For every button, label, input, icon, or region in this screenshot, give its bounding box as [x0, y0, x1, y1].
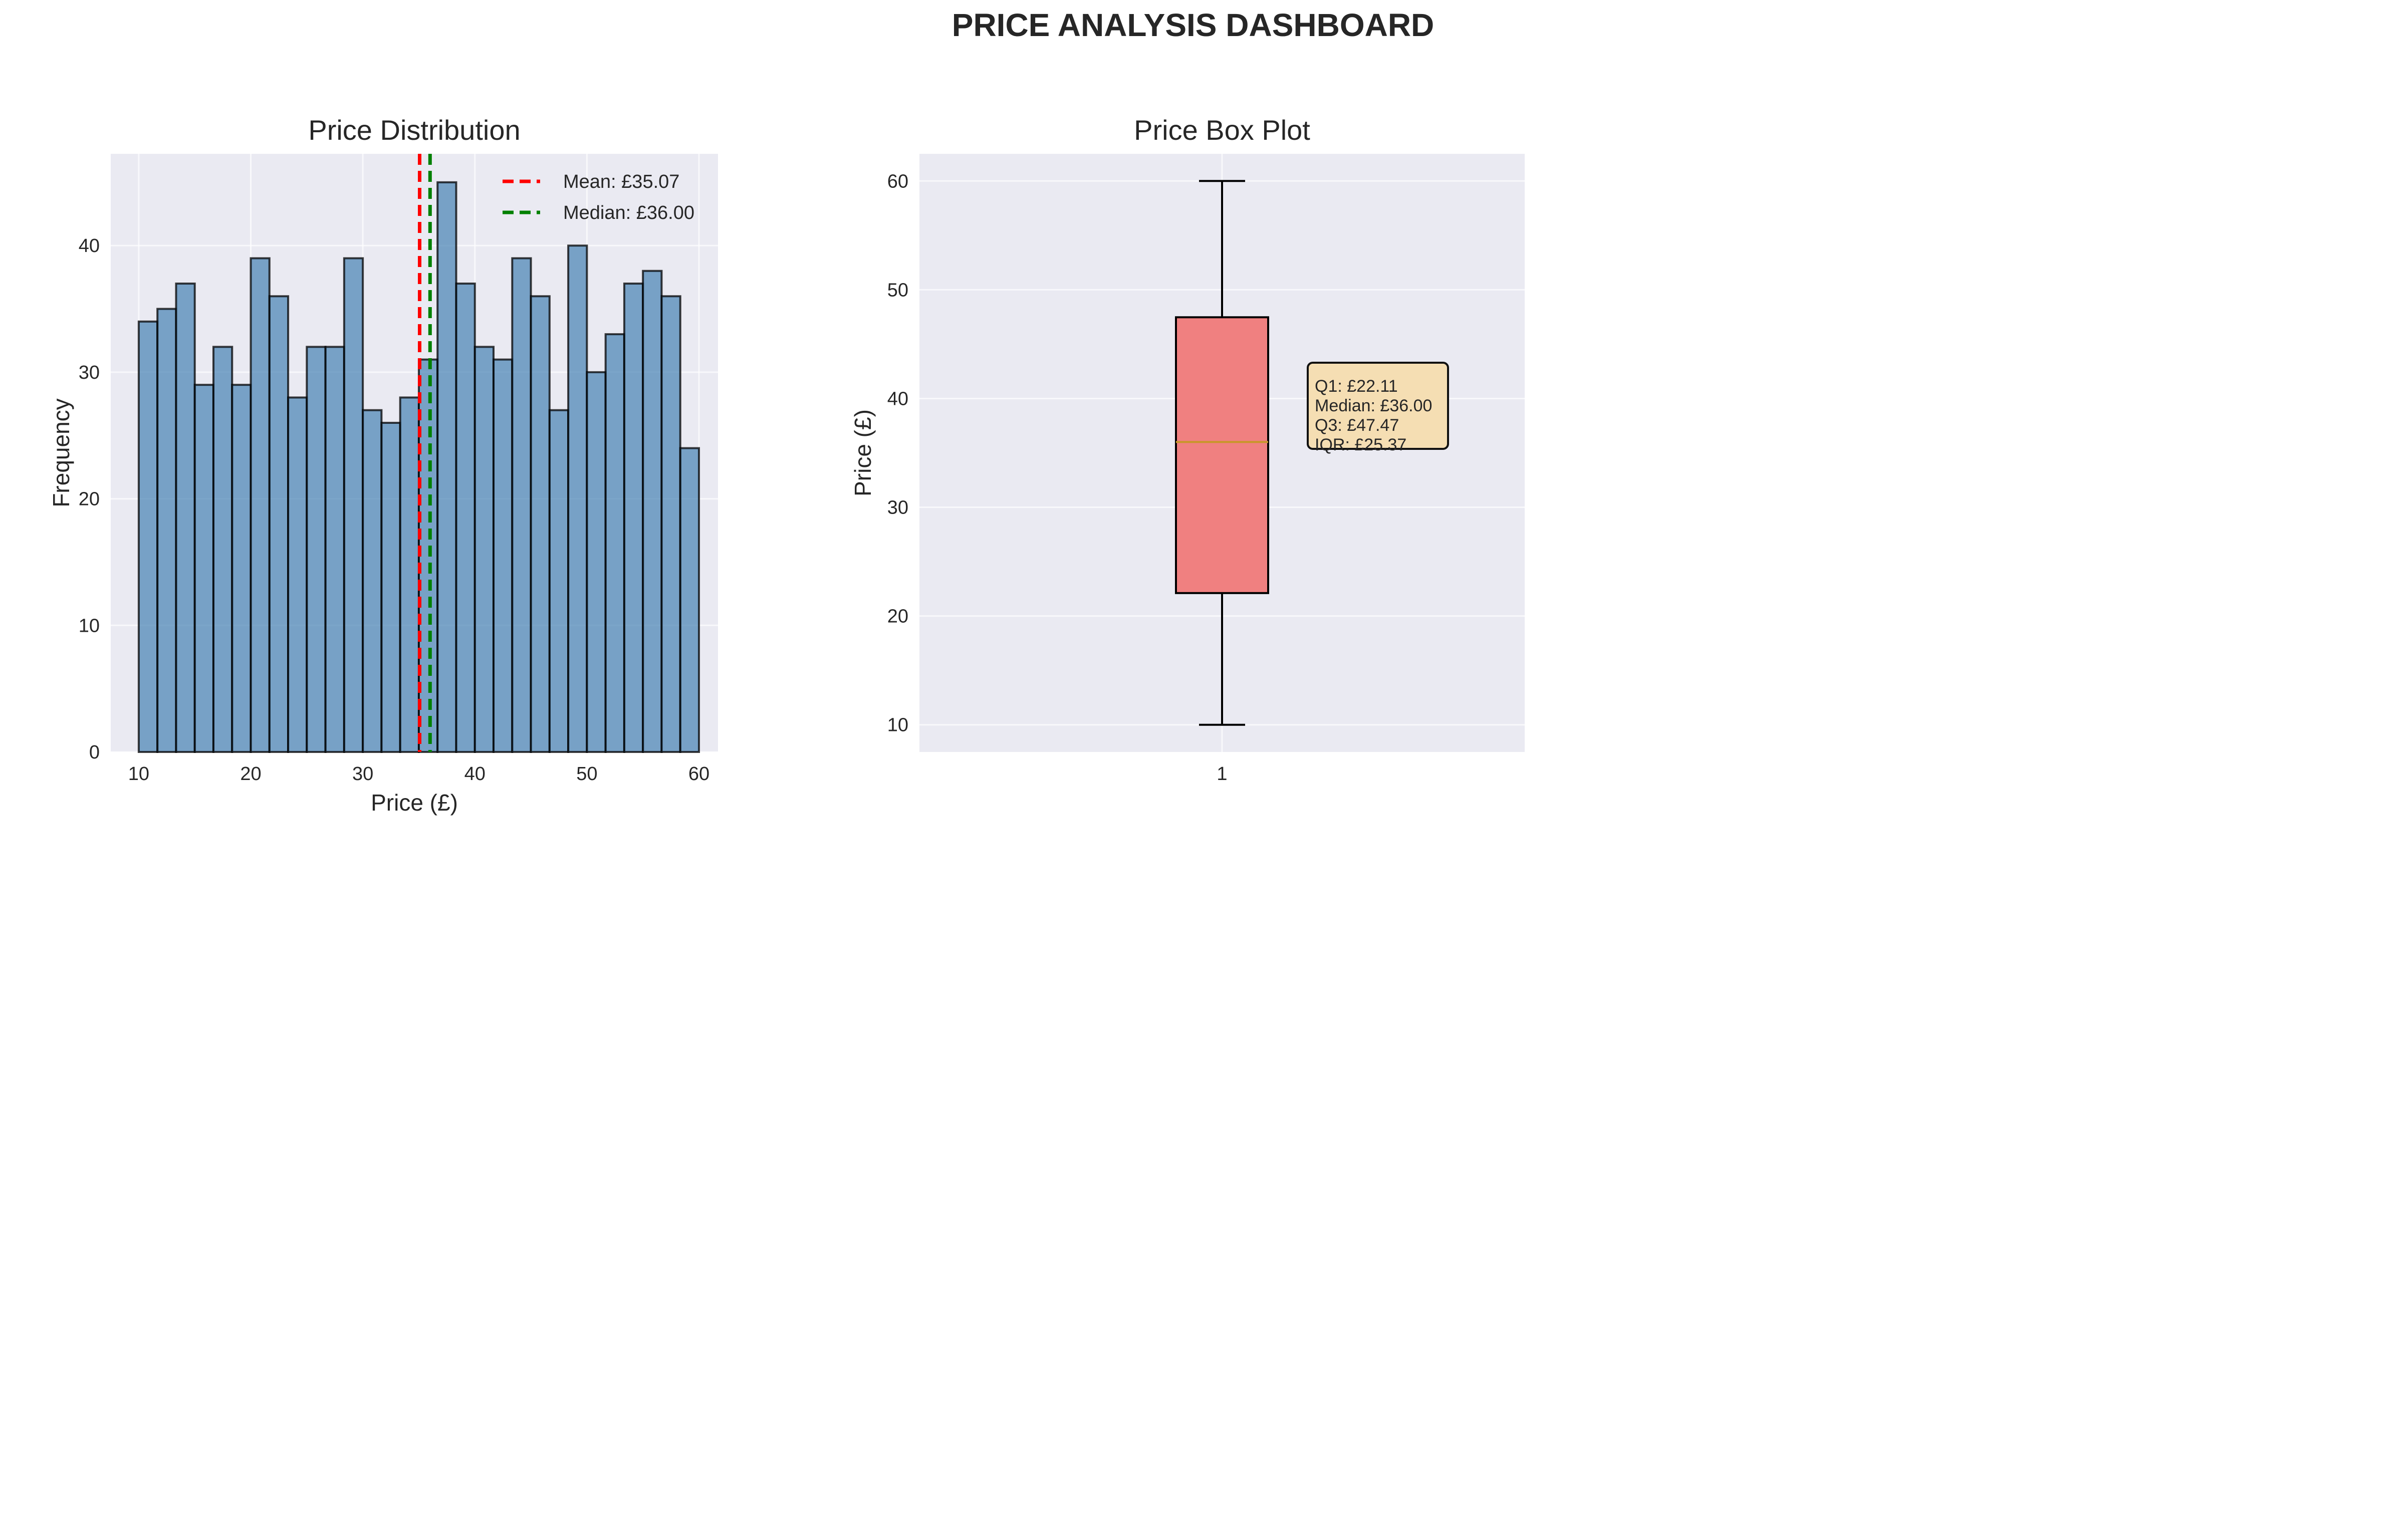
histogram-bar [362, 409, 383, 753]
y-tick-label: 40 [887, 388, 908, 409]
histogram-bar [530, 295, 551, 753]
stats-annotation-line: IQR: £25.37 [1315, 435, 1406, 454]
histogram-bar [175, 283, 196, 753]
y-tick-label: 0 [89, 742, 100, 763]
y-tick-label: 10 [887, 715, 908, 736]
histogram-bar [268, 295, 290, 753]
histogram-bar [417, 358, 439, 753]
histogram-bar [250, 257, 271, 753]
y-tick-label: 10 [79, 615, 100, 636]
histogram-bar [193, 384, 214, 753]
y-axis-label: Frequency [48, 398, 74, 507]
y-tick-label: 60 [887, 171, 908, 192]
legend-label: Median: £36.00 [563, 202, 694, 223]
x-tick-label: 10 [128, 763, 149, 785]
histogram-bar [642, 270, 663, 753]
price-distribution-chart: Mean: £35.07 Median: £36.00 10 20 30 40 50 60 0 1… [48, 114, 718, 816]
dashboard-title: PRICE ANALYSIS DASHBOARD [952, 7, 1435, 43]
histogram-bar [623, 283, 644, 753]
x-tick-label: 50 [576, 763, 597, 785]
stats-annotation-line: Q3: £47.47 [1315, 416, 1399, 435]
x-axis-label: Price (£) [371, 790, 458, 816]
stats-annotation-box [1307, 362, 1449, 450]
histogram-bar [567, 244, 588, 753]
stats-annotation-line: Q1: £22.11 [1315, 377, 1398, 396]
histogram-bar [137, 320, 159, 753]
histogram-bar [679, 447, 700, 753]
histogram-bar [324, 346, 345, 753]
box-iqr [1175, 316, 1269, 594]
x-tick-label: 30 [352, 763, 373, 785]
chart-title: Price Box Plot [1134, 114, 1310, 146]
histogram-bar [231, 384, 252, 753]
histogram-bar [306, 346, 327, 753]
histogram-bar [548, 409, 570, 753]
y-tick-label: 30 [887, 497, 908, 519]
y-tick-label: 30 [79, 362, 100, 383]
legend-label: Mean: £35.07 [563, 171, 679, 192]
histogram-bar [473, 346, 495, 753]
histogram-bar [399, 396, 420, 753]
chart-title: Price Distribution [308, 114, 520, 146]
histogram-bar [436, 181, 457, 753]
histogram-bar [511, 257, 532, 753]
histogram-bar [380, 421, 401, 753]
y-tick-label: 20 [887, 606, 908, 627]
histogram-bar [604, 333, 625, 753]
y-tick-label: 40 [79, 235, 100, 256]
y-tick-label: 50 [887, 280, 908, 301]
histogram-bar [455, 283, 476, 753]
x-tick-label: 1 [1217, 763, 1227, 785]
histogram-bar [212, 346, 233, 753]
histogram-bar [493, 358, 514, 753]
histogram-bar [586, 371, 607, 753]
stats-annotation-line: Median: £36.00 [1315, 396, 1432, 415]
histogram-bar [343, 257, 364, 753]
x-tick-label: 20 [240, 763, 261, 785]
y-tick-label: 20 [79, 489, 100, 510]
histogram-bar [287, 396, 308, 753]
y-axis-label: Price (£) [850, 409, 876, 496]
x-tick-label: 40 [464, 763, 486, 785]
histogram-bar [156, 308, 177, 753]
histogram-bar [660, 295, 681, 753]
x-tick-label: 60 [688, 763, 709, 785]
